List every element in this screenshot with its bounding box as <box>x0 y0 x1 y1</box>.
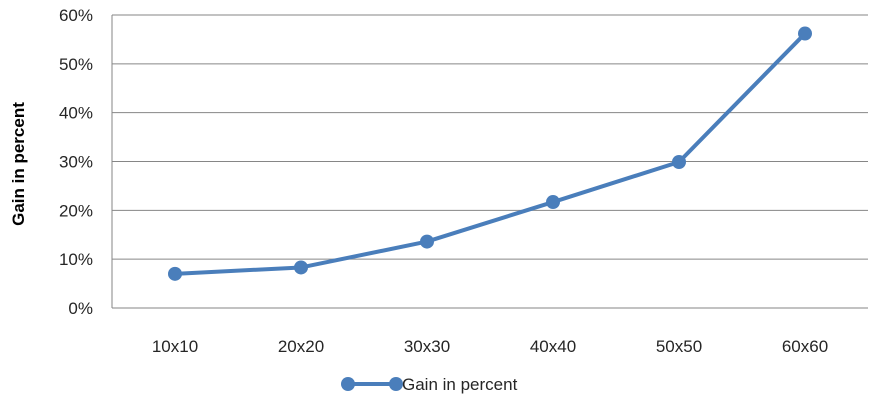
x-axis-ticks: 10x10 20x20 30x30 40x40 50x50 60x60 <box>152 337 828 356</box>
y-tick-label: 10% <box>59 250 93 269</box>
series-line <box>174 32 807 276</box>
y-axis-ticks: 0% 10% 20% 30% 40% 50% 60% <box>59 6 93 318</box>
data-point <box>798 26 812 41</box>
y-tick-label: 0% <box>68 299 93 318</box>
data-point <box>168 266 182 281</box>
y-tick-label: 40% <box>59 104 93 123</box>
data-point <box>672 154 686 169</box>
y-tick-label: 30% <box>59 153 93 172</box>
y-tick-label: 20% <box>59 201 93 220</box>
y-tick-label: 50% <box>59 55 93 74</box>
x-tick-label: 60x60 <box>782 337 828 356</box>
x-tick-label: 20x20 <box>278 337 324 356</box>
x-tick-label: 30x30 <box>404 337 450 356</box>
legend-point-marker <box>341 377 355 391</box>
data-point <box>294 260 308 275</box>
gridlines <box>111 14 868 309</box>
y-tick-label: 60% <box>59 6 93 25</box>
x-tick-label: 50x50 <box>656 337 702 356</box>
legend-label: Gain in percent <box>402 375 518 394</box>
y-axis-title: Gain in percent <box>9 102 28 226</box>
series-layer <box>168 26 812 281</box>
x-tick-label: 10x10 <box>152 337 198 356</box>
data-point <box>546 195 560 210</box>
x-tick-label: 40x40 <box>530 337 576 356</box>
legend-point-marker <box>389 377 403 391</box>
data-point <box>420 234 434 249</box>
legend: Gain in percent <box>341 375 518 394</box>
